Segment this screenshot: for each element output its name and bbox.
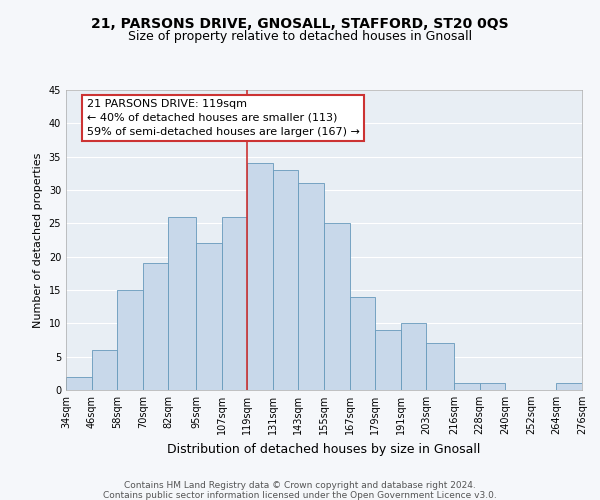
Bar xyxy=(350,296,375,390)
Text: Contains HM Land Registry data © Crown copyright and database right 2024.: Contains HM Land Registry data © Crown c… xyxy=(124,481,476,490)
Bar xyxy=(169,216,196,390)
Bar xyxy=(454,384,479,390)
Bar xyxy=(479,384,505,390)
Text: Contains public sector information licensed under the Open Government Licence v3: Contains public sector information licen… xyxy=(103,491,497,500)
Bar xyxy=(117,290,143,390)
Text: 21, PARSONS DRIVE, GNOSALL, STAFFORD, ST20 0QS: 21, PARSONS DRIVE, GNOSALL, STAFFORD, ST… xyxy=(91,18,509,32)
Bar xyxy=(273,170,298,390)
Bar xyxy=(66,376,92,390)
Y-axis label: Number of detached properties: Number of detached properties xyxy=(33,152,43,328)
Text: 21 PARSONS DRIVE: 119sqm
← 40% of detached houses are smaller (113)
59% of semi-: 21 PARSONS DRIVE: 119sqm ← 40% of detach… xyxy=(86,99,359,137)
Bar xyxy=(375,330,401,390)
Bar xyxy=(427,344,454,390)
Bar xyxy=(324,224,350,390)
X-axis label: Distribution of detached houses by size in Gnosall: Distribution of detached houses by size … xyxy=(167,442,481,456)
Bar xyxy=(196,244,221,390)
Bar xyxy=(247,164,273,390)
Bar xyxy=(401,324,427,390)
Bar xyxy=(92,350,117,390)
Bar xyxy=(556,384,582,390)
Bar xyxy=(221,216,247,390)
Text: Size of property relative to detached houses in Gnosall: Size of property relative to detached ho… xyxy=(128,30,472,43)
Bar xyxy=(143,264,169,390)
Bar xyxy=(298,184,324,390)
